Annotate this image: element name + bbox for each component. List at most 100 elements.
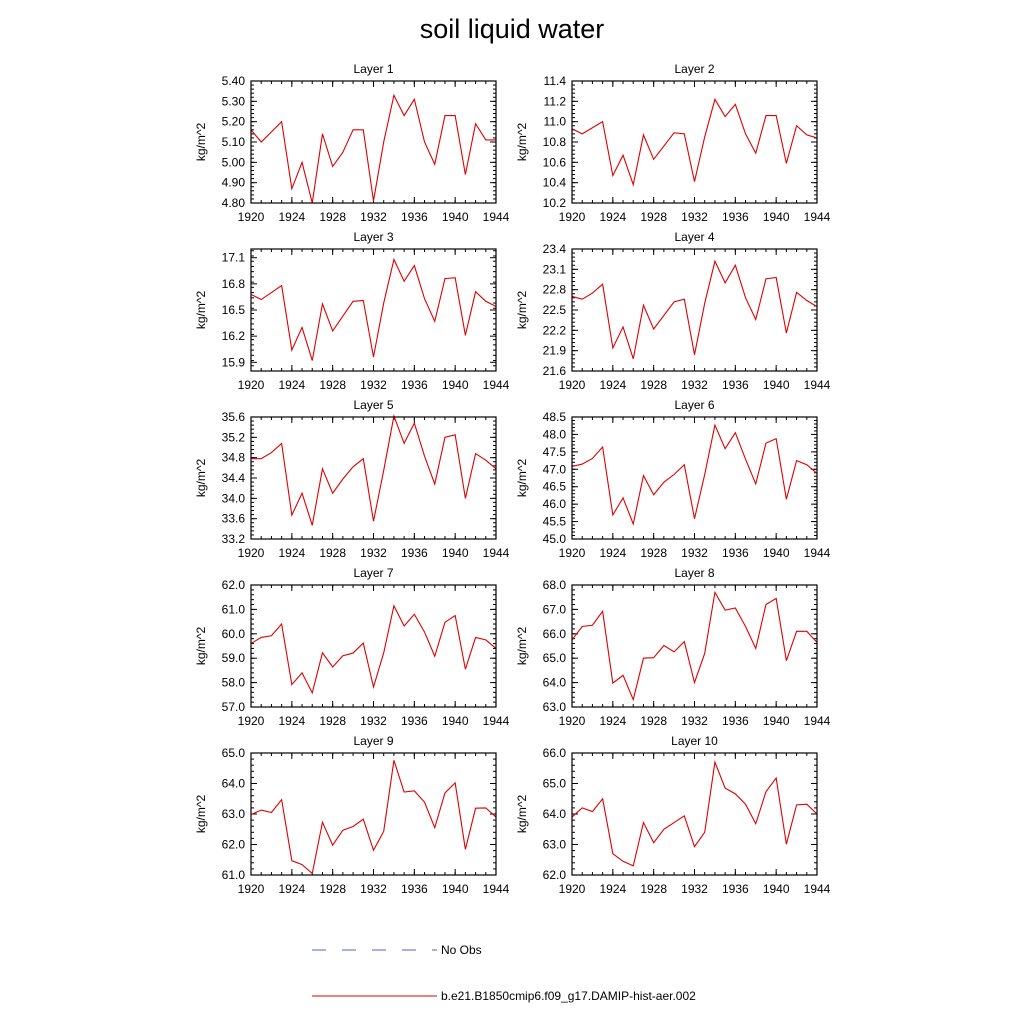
x-tick-label: 1928 [640, 546, 667, 560]
plot-frame [571, 752, 818, 876]
y-tick-label: 16.8 [222, 277, 246, 291]
y-tick-label: 47.0 [543, 462, 567, 476]
x-tick-label: 1932 [681, 210, 708, 224]
y-tick-label: 62.0 [222, 838, 246, 852]
panel-layer-2: Layer 2 kg/m^2 1920 1924 1928 1932 1936 1940 194… [515, 62, 831, 224]
x-tick-label: 1944 [804, 882, 831, 896]
legend-label: b.e21.B1850cmip6.f09_g17.DAMIP-hist-aer.… [441, 989, 696, 1003]
x-tick-label: 1928 [640, 210, 667, 224]
x-tick-label: 1940 [763, 210, 790, 224]
series-line [250, 93, 496, 204]
y-tick-label: 57.0 [222, 700, 246, 714]
y-tick-label: 5.40 [222, 74, 246, 88]
y-axis-label: kg/m^2 [194, 627, 208, 666]
y-tick-label: 66.0 [543, 746, 567, 760]
y-tick-label: 65.0 [543, 777, 567, 791]
panel-layer-7: Layer 7 kg/m^2 1920 1924 1928 1932 1936 1940 194… [194, 566, 510, 728]
x-tick-label: 1920 [559, 714, 586, 728]
y-tick-label: 61.0 [222, 868, 246, 882]
y-tick-label: 45.0 [543, 532, 567, 546]
series-line [571, 590, 818, 702]
y-tick-label: 17.1 [222, 251, 246, 265]
panel-title: Layer 10 [671, 734, 718, 748]
y-tick-label: 48.5 [543, 410, 567, 424]
x-tick-label: 1924 [278, 546, 305, 560]
x-tick-label: 1944 [483, 882, 510, 896]
x-tick-label: 1920 [559, 210, 586, 224]
x-tick-label: 1928 [640, 714, 667, 728]
figure-title: soil liquid water [419, 14, 605, 44]
x-tick-label: 1936 [401, 546, 428, 560]
x-tick-label: 1932 [360, 546, 387, 560]
y-axis-label: kg/m^2 [194, 459, 208, 498]
y-tick-label: 11.0 [544, 115, 567, 129]
y-tick-label: 46.0 [543, 497, 567, 511]
x-tick-label: 1924 [599, 210, 626, 224]
y-axis-label: kg/m^2 [194, 123, 208, 162]
x-tick-label: 1924 [599, 882, 626, 896]
y-axis-label: kg/m^2 [515, 795, 529, 834]
y-tick-label: 5.10 [222, 135, 246, 149]
x-tick-label: 1920 [559, 378, 586, 392]
y-tick-label: 47.5 [543, 445, 567, 459]
x-tick-label: 1924 [599, 378, 626, 392]
y-axis-label: kg/m^2 [515, 459, 529, 498]
x-tick-label: 1928 [319, 546, 346, 560]
y-tick-label: 64.0 [543, 676, 567, 690]
series-line [250, 760, 497, 875]
x-tick-label: 1932 [360, 714, 387, 728]
y-tick-label: 23.1 [543, 262, 567, 276]
plot-frame [250, 584, 497, 708]
y-tick-label: 15.9 [222, 355, 246, 369]
x-tick-label: 1944 [483, 210, 510, 224]
y-tick-label: 46.5 [543, 480, 567, 494]
y-tick-label: 63.0 [543, 838, 567, 852]
panel-layer-4: Layer 4 kg/m^2 1920 1924 1928 1932 1936 1940 194… [515, 230, 831, 392]
panel-layer-5: Layer 5 kg/m^2 1920 1924 1928 1932 1936 1940 194… [194, 398, 510, 560]
plot-frame [571, 80, 818, 204]
x-tick-label: 1936 [722, 378, 749, 392]
x-tick-label: 1940 [442, 378, 469, 392]
y-tick-label: 64.0 [543, 807, 567, 821]
plot-frame [250, 752, 497, 876]
panels-group: Layer 1 kg/m^2 1920 1924 1928 1932 1936 1940 194… [194, 62, 831, 896]
x-tick-label: 1940 [763, 378, 790, 392]
y-tick-label: 35.6 [222, 410, 246, 424]
x-tick-label: 1940 [442, 210, 469, 224]
plot-frame [250, 80, 497, 204]
x-tick-label: 1920 [238, 210, 265, 224]
plot-frame [571, 416, 818, 540]
y-tick-label: 58.0 [222, 676, 246, 690]
y-tick-label: 62.0 [543, 868, 567, 882]
x-tick-label: 1936 [401, 882, 428, 896]
panel-title: Layer 9 [353, 734, 393, 748]
x-tick-label: 1932 [681, 882, 708, 896]
x-tick-label: 1936 [722, 210, 749, 224]
x-tick-label: 1932 [360, 378, 387, 392]
series-line [251, 413, 497, 526]
x-tick-label: 1944 [483, 714, 510, 728]
x-tick-label: 1920 [238, 546, 265, 560]
y-tick-label: 67.0 [543, 602, 567, 616]
y-tick-label: 60.0 [222, 627, 246, 641]
y-tick-label: 33.6 [222, 512, 246, 526]
x-tick-label: 1936 [401, 210, 428, 224]
series-line [571, 259, 818, 359]
y-axis-label: kg/m^2 [515, 627, 529, 666]
plot-frame [571, 584, 818, 708]
y-tick-label: 68.0 [543, 578, 567, 592]
y-tick-label: 34.4 [222, 471, 246, 485]
panel-title: Layer 6 [674, 398, 714, 412]
y-tick-label: 11.4 [544, 74, 567, 88]
y-tick-label: 62.0 [222, 578, 246, 592]
x-tick-label: 1924 [599, 546, 626, 560]
x-tick-label: 1944 [804, 546, 831, 560]
y-tick-label: 35.2 [222, 430, 246, 444]
panel-title: Layer 7 [353, 566, 393, 580]
y-tick-label: 61.0 [222, 602, 246, 616]
y-tick-label: 65.0 [222, 746, 246, 760]
panel-layer-10: Layer 10 kg/m^2 1920 1924 1928 1932 1936 1940 19… [515, 734, 831, 896]
x-tick-label: 1928 [319, 210, 346, 224]
x-tick-label: 1928 [640, 378, 667, 392]
